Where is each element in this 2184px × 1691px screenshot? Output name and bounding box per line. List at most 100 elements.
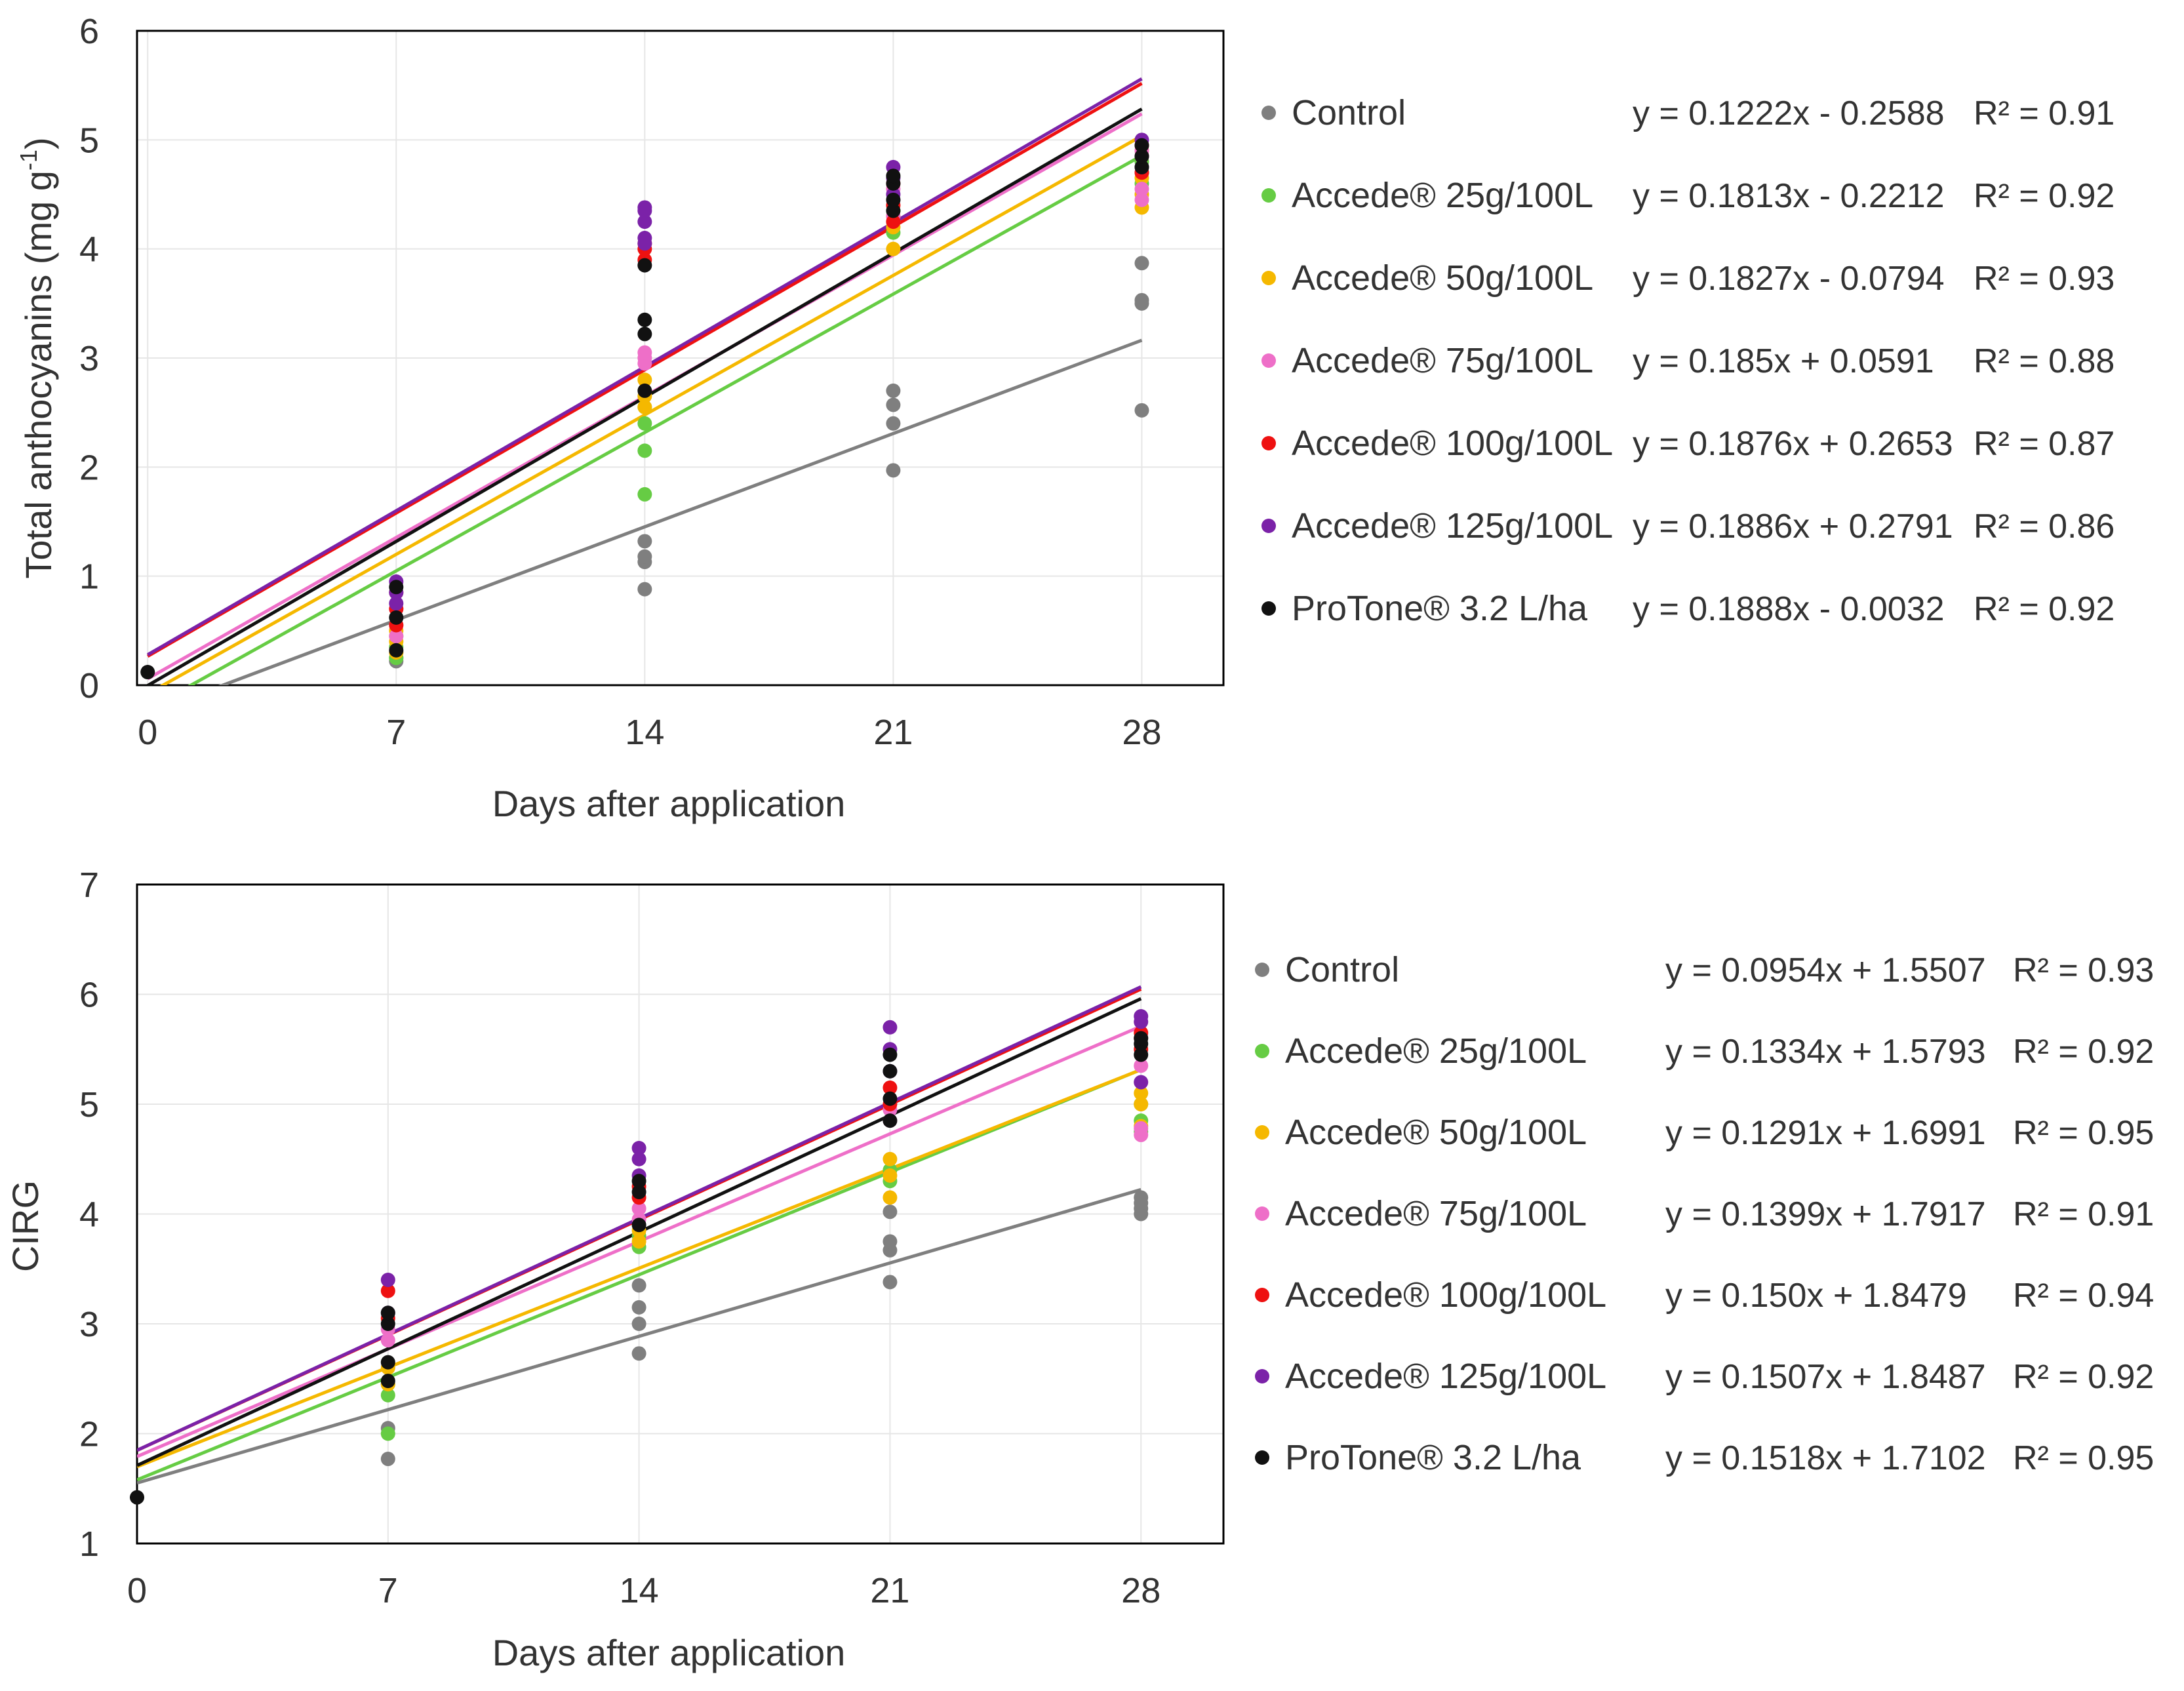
- legend-equation: y = 0.1827x - 0.0794: [1633, 260, 1945, 298]
- legend-label: Accede® 125g/100L: [1292, 506, 1613, 546]
- trendline: [188, 154, 1143, 685]
- data-point: [886, 397, 901, 412]
- x-tick-label: 14: [620, 1571, 659, 1610]
- data-point: [886, 214, 901, 229]
- legend-label: Accede® 50g/100L: [1285, 1113, 1587, 1152]
- data-point: [631, 1218, 646, 1233]
- data-point: [140, 665, 155, 680]
- y-tick-label: 0: [79, 666, 99, 706]
- data-point: [1134, 1121, 1149, 1136]
- legend-equation: y = 0.1813x - 0.2212: [1633, 177, 1945, 215]
- data-point: [637, 416, 652, 431]
- data-point: [637, 200, 652, 215]
- data-point: [1134, 182, 1149, 197]
- legend-marker: [1261, 436, 1276, 450]
- data-point: [380, 1317, 395, 1331]
- legend-label: Accede® 75g/100L: [1292, 341, 1593, 380]
- legend-equation: y = 0.1222x - 0.2588: [1633, 94, 1945, 132]
- x-tick-label: 0: [138, 713, 157, 752]
- y-tick-label: 3: [79, 1305, 99, 1344]
- legend-r-squared: R² = 0.87: [1974, 425, 2115, 463]
- data-point: [883, 1275, 898, 1290]
- legend-r-squared: R² = 0.95: [2013, 1114, 2154, 1152]
- chart-1-y-axis-title: Total anthocyanins (mg g-1): [15, 137, 59, 578]
- data-point: [883, 1151, 898, 1166]
- data-point: [1134, 1047, 1149, 1062]
- legend-label: Accede® 50g/100L: [1292, 258, 1593, 298]
- legend-r-squared: R² = 0.86: [1974, 507, 2115, 546]
- data-point: [883, 1091, 898, 1106]
- legend-marker: [1261, 106, 1276, 120]
- data-point: [1134, 292, 1149, 308]
- legend-equation: y = 0.150x + 1.8479: [1665, 1277, 1967, 1315]
- legend-marker: [1261, 519, 1276, 533]
- y-tick-label: 4: [79, 1195, 99, 1235]
- data-point: [380, 1452, 395, 1467]
- trendline: [159, 134, 1143, 685]
- data-point: [883, 1168, 898, 1183]
- data-point: [886, 416, 901, 431]
- data-point: [1134, 159, 1149, 174]
- trendline: [137, 1068, 1142, 1482]
- data-point: [380, 1355, 395, 1370]
- data-point: [883, 1020, 898, 1035]
- data-point: [380, 1273, 395, 1287]
- data-point: [631, 1151, 646, 1166]
- chart-1-y-axis-title-superscript: -1: [15, 149, 42, 170]
- x-tick-label: 28: [1122, 713, 1161, 752]
- data-point: [1134, 256, 1149, 271]
- y-tick-label: 6: [79, 976, 99, 1015]
- legend-equation: y = 0.185x + 0.0591: [1633, 342, 1934, 380]
- x-tick-label: 21: [870, 1571, 909, 1610]
- data-point: [631, 1174, 646, 1189]
- data-point: [886, 383, 901, 398]
- y-tick-label: 4: [79, 230, 99, 269]
- legend-r-squared: R² = 0.92: [2013, 1358, 2154, 1396]
- legend-r-squared: R² = 0.93: [2013, 951, 2154, 989]
- chart-1-trendlines: [146, 77, 1143, 685]
- chart-1-plot-area: [136, 30, 1225, 686]
- legend-label: ProTone® 3.2 L/ha: [1285, 1438, 1581, 1477]
- data-point: [380, 1426, 395, 1441]
- data-point: [380, 1305, 395, 1321]
- data-point: [637, 214, 652, 229]
- chart-1-x-axis-title: Days after application: [492, 783, 846, 824]
- y-tick-label: 5: [79, 1085, 99, 1124]
- data-point: [886, 463, 901, 478]
- data-point: [380, 1374, 395, 1389]
- legend-r-squared: R² = 0.88: [1974, 342, 2115, 380]
- legend-r-squared: R² = 0.91: [1974, 94, 2115, 132]
- data-point: [389, 596, 404, 611]
- data-point: [389, 610, 404, 625]
- legend-equation: y = 0.1507x + 1.8487: [1665, 1358, 1986, 1396]
- chart-2-legend: Control y = 0.0954x + 1.5507 R² = 0.93 Acce…: [1255, 950, 2154, 1477]
- data-point: [631, 1300, 646, 1315]
- legend-label: Accede® 125g/100L: [1285, 1357, 1606, 1396]
- data-point: [637, 383, 652, 398]
- y-tick-label: 1: [79, 1524, 99, 1564]
- legend-r-squared: R² = 0.92: [1974, 177, 2115, 215]
- data-point: [380, 1283, 395, 1298]
- data-point: [631, 1317, 646, 1331]
- data-point: [631, 1185, 646, 1199]
- trendline: [218, 338, 1143, 685]
- data-point: [631, 1278, 646, 1293]
- legend-marker: [1261, 601, 1276, 616]
- data-point: [1134, 1058, 1149, 1073]
- data-point: [637, 372, 652, 388]
- data-point: [1134, 1075, 1149, 1090]
- legend-label: Accede® 100g/100L: [1285, 1275, 1606, 1315]
- data-point: [1134, 403, 1149, 418]
- y-tick-label: 1: [79, 557, 99, 597]
- legend-marker: [1261, 188, 1276, 203]
- data-point: [631, 1201, 646, 1216]
- legend-label: Accede® 75g/100L: [1285, 1194, 1587, 1233]
- data-point: [389, 643, 404, 658]
- data-point: [883, 1190, 898, 1205]
- data-point: [389, 629, 404, 644]
- legend-equation: y = 0.1876x + 0.2653: [1633, 425, 1953, 463]
- x-tick-label: 21: [873, 713, 913, 752]
- data-point: [380, 1333, 395, 1348]
